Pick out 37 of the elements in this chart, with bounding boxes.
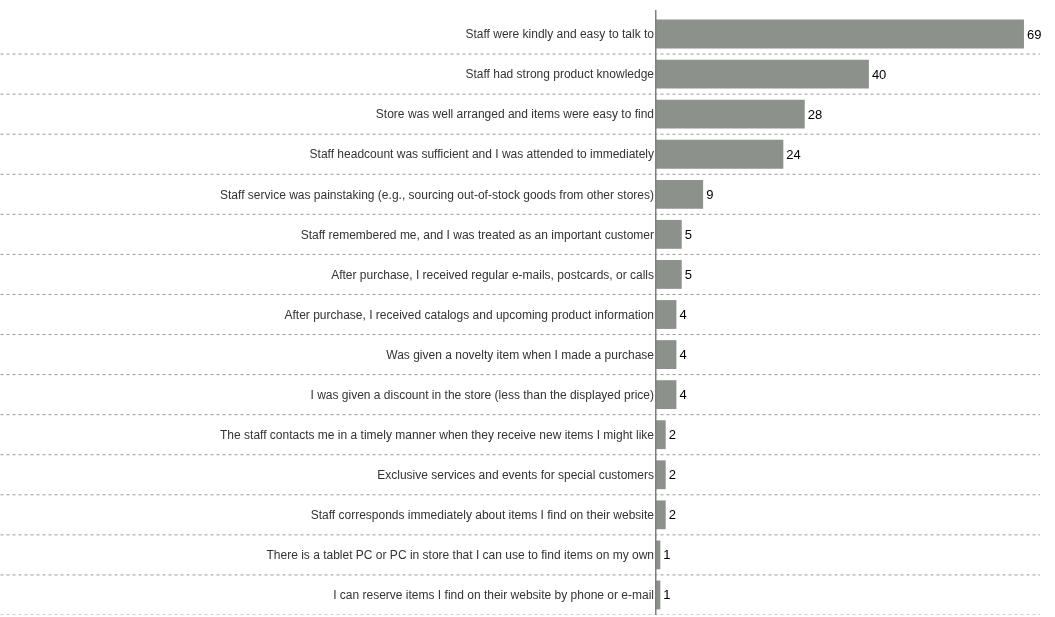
- y-tick-label: Staff headcount was sufficient and I was attended to immediately: [309, 147, 654, 162]
- bar: [655, 260, 682, 289]
- y-tick-label: Staff corresponds immediately about items I find on their website: [310, 508, 655, 523]
- y-tick-label: Exclusive services and events for special customers: [377, 467, 654, 482]
- data-label: 1: [663, 587, 671, 603]
- data-label: 4: [679, 387, 687, 403]
- y-tick-label: Staff had strong product knowledge: [465, 67, 655, 82]
- bar: [655, 19, 1024, 49]
- data-label: 24: [786, 146, 801, 162]
- bar: [655, 179, 704, 209]
- data-label: 2: [668, 467, 676, 483]
- data-label: 69: [1026, 26, 1042, 42]
- bar: [655, 99, 805, 129]
- y-tick-label: I was given a discount in the store (less than the displayed price): [310, 387, 654, 402]
- y-tick-label: Staff were kindly and easy to talk to: [465, 27, 655, 42]
- bar: [655, 219, 682, 249]
- y-tick-label: After purchase, I received catalogs and upcoming product information: [284, 307, 654, 322]
- data-label: 5: [684, 266, 692, 282]
- bar: [655, 139, 784, 169]
- data-label: 28: [807, 106, 823, 122]
- y-tick-label: I can reserve items I find on their website by phone or e-mail: [333, 588, 654, 603]
- data-label: 4: [679, 347, 687, 363]
- y-tick-label: After purchase, I received regular e-mails, postcards, or calls: [331, 267, 654, 282]
- data-label: 40: [871, 66, 887, 82]
- data-label: 2: [668, 507, 676, 523]
- data-label: 4: [679, 307, 687, 323]
- data-label: 5: [684, 226, 692, 242]
- data-label: 9: [706, 186, 714, 202]
- data-label: 1: [663, 547, 671, 563]
- data-label: 2: [668, 427, 676, 443]
- y-tick-label: Was given a novelty item when I made a purchase: [386, 347, 655, 362]
- y-tick-label: Staff remembered me, and I was treated as an important customer: [300, 227, 654, 242]
- y-tick-label: Store was well arranged and items were easy to find: [375, 107, 654, 122]
- bar: [655, 59, 869, 89]
- y-tick-label: Staff service was painstaking (e.g., sourcing out-of-stock goods from other stores): [220, 187, 654, 202]
- y-tick-label: There is a tablet PC or PC in store that I can use to find items on my own: [266, 548, 654, 563]
- y-tick-label: The staff contacts me in a timely manner when they receive new items I might like: [220, 427, 655, 442]
